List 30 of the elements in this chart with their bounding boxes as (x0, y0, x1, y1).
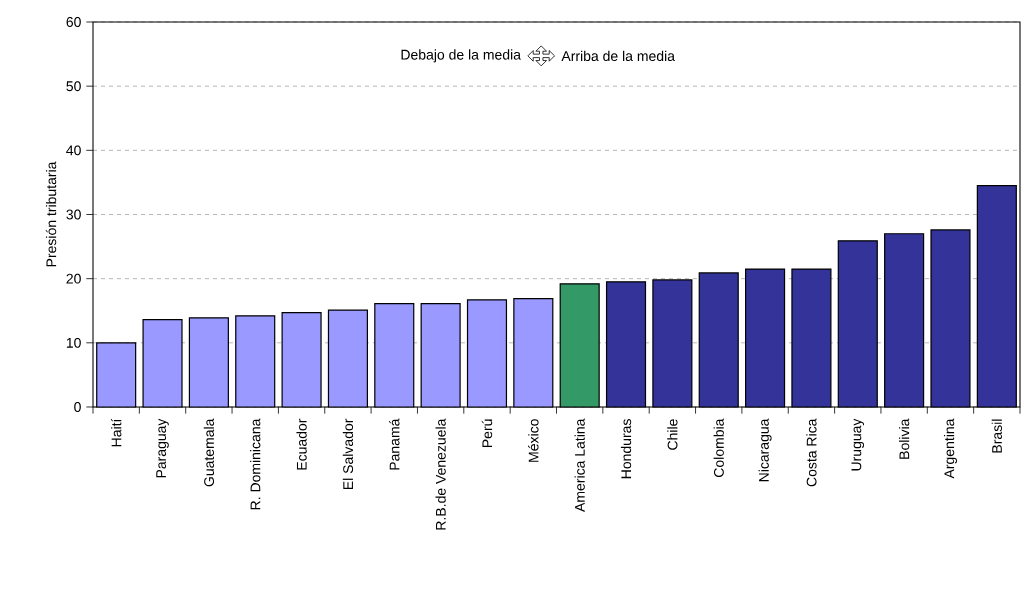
x-tick-label: R. Dominicana (250, 418, 261, 510)
x-tick-label: Honduras (620, 419, 632, 479)
x-tick-label: Bolivia (898, 418, 910, 459)
x-tick-label: Panamá (389, 418, 400, 470)
x-tick-label: America Latina (574, 418, 585, 512)
y-axis-title: Presión tributaria (45, 161, 57, 267)
annotation: Arriba de la media (561, 50, 675, 62)
y-tick-label: 60 (66, 17, 81, 27)
y-tick-label: 10 (66, 337, 81, 348)
y-tick-label: 40 (66, 145, 81, 156)
y-tick-label: 20 (66, 273, 81, 284)
x-tick-label: México (528, 419, 539, 462)
x-tick-label: El Salvador (342, 418, 354, 490)
x-tick-label: R.B.de Venezuela (435, 418, 446, 530)
x-tick-label: Chile (667, 419, 678, 450)
x-tick-label: Uruguay (851, 418, 865, 471)
y-tick-label: 0 (74, 402, 81, 412)
x-tick-label: Guatemala (203, 418, 215, 487)
y-tick-label: 50 (66, 81, 81, 92)
annotation: Debajo de la media (401, 49, 521, 63)
y-tick-label: 30 (66, 209, 81, 220)
x-tick-label: Perú (481, 419, 493, 448)
x-tick-label: Ecuador (296, 418, 307, 470)
x-tick-label: Brasil (991, 419, 1002, 453)
x-tick-label: Nicaragua (758, 418, 772, 482)
x-tick-label: Costa Rica (806, 418, 817, 487)
x-tick-label: Colombia (713, 418, 724, 478)
x-tick-label: Haití (110, 418, 122, 447)
x-tick-label: Paraguay (156, 418, 169, 478)
x-tick-label: Argentina (943, 418, 957, 479)
